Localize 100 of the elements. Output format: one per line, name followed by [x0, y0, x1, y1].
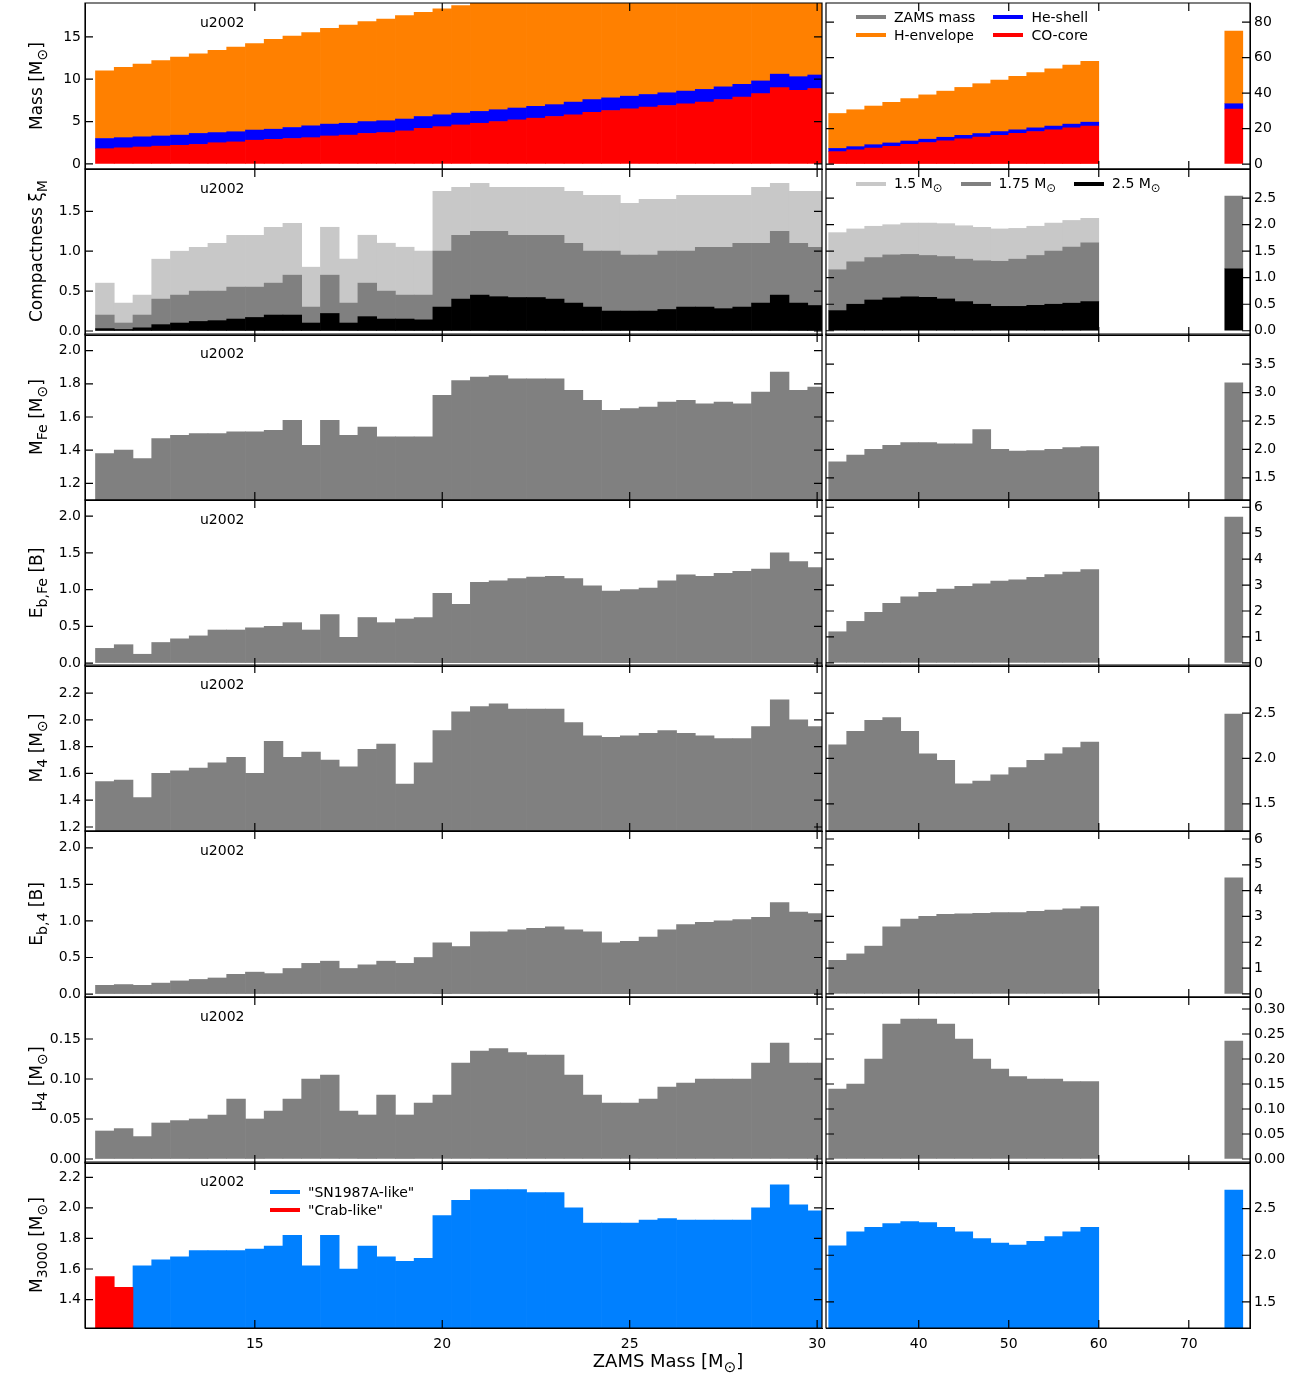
x-tick-label: 15 [245, 1335, 264, 1352]
y-tick-label: 1.5 [1254, 794, 1277, 811]
y-tick-label: 2.0 [1254, 749, 1277, 766]
annotation: u2002 [200, 1172, 245, 1189]
y-tick-label: 5 [72, 112, 81, 129]
y-tick-label: 1.0 [58, 580, 81, 597]
x-tick-label: 50 [999, 1335, 1018, 1352]
y-tick-label: 1.8 [58, 1229, 81, 1246]
y-tick-label: 2.0 [1254, 214, 1277, 231]
annotation: u2002 [200, 841, 245, 858]
y-tick-label: 0.05 [1254, 1124, 1286, 1141]
y-tick-label: 0 [1254, 154, 1263, 171]
y-tick-label: 0.0 [1254, 320, 1277, 337]
y-tick-label: 0.5 [1254, 294, 1277, 311]
y-tick-label: 2.0 [58, 506, 81, 523]
y-tick-label: 0 [1254, 653, 1263, 670]
y-tick-label: 0.05 [49, 1109, 81, 1126]
y-tick-label: 2.0 [58, 838, 81, 855]
y-tick-label: 0.0 [58, 653, 81, 670]
y-tick-label: 1.5 [58, 543, 81, 560]
y-tick-label: 1.4 [58, 441, 82, 458]
y-tick-label: 2.5 [1254, 411, 1277, 428]
legend-label: H-envelope [894, 27, 974, 43]
y-tick-label: 0.20 [1254, 1049, 1286, 1066]
y-tick-label: 0.5 [58, 281, 81, 298]
x-tick-label: 20 [433, 1335, 452, 1352]
y-tick-label: 0.15 [1254, 1074, 1286, 1091]
y-tick-label: 0.0 [58, 984, 81, 1001]
annotation: u2002 [200, 344, 245, 361]
y-tick-label: 0.00 [1254, 1149, 1286, 1166]
y-tick-label: 1.5 [1254, 1292, 1277, 1309]
y-tick-label: 3.0 [1254, 383, 1277, 400]
y-tick-label: 2 [1254, 601, 1263, 618]
y-tick-label: 2.5 [1254, 188, 1277, 205]
y-tick-label: 1.5 [58, 875, 81, 892]
y-tick-label: 1.0 [58, 911, 81, 928]
y-tick-label: 0.5 [58, 616, 81, 633]
y-tick-label: 0 [1254, 984, 1263, 1001]
x-axis-title: ZAMS Mass [M$_{⊙}$] [592, 1349, 744, 1376]
y-tick-label: 2.0 [1254, 440, 1277, 457]
annotation: u2002 [200, 179, 245, 196]
y-tick-label: 3 [1254, 575, 1263, 592]
y-tick-label: 4 [1254, 549, 1263, 566]
y-tick-label: 3.5 [1254, 354, 1277, 371]
y-tick-label: 2.5 [1254, 704, 1277, 721]
y-tick-label: 1.6 [58, 407, 82, 424]
x-tick-label: 70 [1179, 1335, 1198, 1352]
y-tick-label: 60 [1254, 48, 1272, 65]
y-tick-label: 1 [1254, 958, 1263, 975]
y-tick-label: 1.5 [1254, 241, 1277, 258]
y-tick-label: 10 [63, 69, 81, 86]
y-tick-label: 1.0 [58, 241, 81, 258]
y-tick-label: 0 [72, 154, 81, 171]
y-tick-label: 2.0 [58, 710, 81, 727]
legend-label: 2.5 M$_{⊙}$ [1112, 174, 1161, 195]
y-tick-label: 1.4 [58, 1290, 82, 1307]
annotation: u2002 [200, 510, 245, 527]
y-tick-label: 0.25 [1254, 1024, 1286, 1041]
y-tick-label: 3 [1254, 907, 1263, 924]
y-tick-label: 1.0 [1254, 267, 1277, 284]
y-tick-label: 1 [1254, 627, 1263, 644]
annotation: u2002 [200, 13, 245, 30]
legend-label: "Crab-like" [308, 1202, 383, 1219]
y-tick-label: 1.5 [58, 201, 81, 218]
y-tick-label: 4 [1254, 881, 1263, 898]
legend-label: 1.75 M$_{⊙}$ [998, 174, 1057, 195]
y-tick-label: 2.5 [1254, 1199, 1277, 1216]
y-tick-label: 5 [1254, 523, 1263, 540]
annotation: u2002 [200, 676, 245, 693]
y-tick-label: 15 [63, 27, 81, 44]
y-tick-label: 1.6 [58, 1259, 82, 1276]
y-tick-label: 1.8 [58, 374, 81, 391]
annotation: u2002 [200, 1007, 245, 1024]
y-tick-label: 0.15 [49, 1029, 81, 1046]
y-tick-label: 2.2 [58, 684, 81, 701]
legend-label: "SN1987A-like" [308, 1184, 415, 1201]
y-tick-label: 2.0 [1254, 1246, 1277, 1263]
y-tick-label: 2.2 [58, 1168, 81, 1185]
legend-label: He-shell [1031, 9, 1089, 25]
y-tick-label: 2.0 [58, 1198, 81, 1215]
x-tick-label: 25 [620, 1335, 639, 1352]
y-tick-label: 1.6 [58, 764, 82, 781]
y-tick-label: 0.10 [1254, 1099, 1286, 1116]
y-tick-label: 1.2 [58, 818, 81, 835]
y-tick-label: 0.0 [58, 321, 81, 338]
y-tick-label: 80 [1254, 12, 1272, 29]
x-tick-label: 60 [1089, 1335, 1108, 1352]
x-tick-label: 40 [909, 1335, 928, 1352]
y-tick-label: 1.5 [1254, 468, 1277, 485]
y-tick-label: 2.0 [58, 341, 81, 358]
legend-label: CO-core [1031, 27, 1088, 43]
legend-label: 1.5 M$_{⊙}$ [894, 174, 943, 195]
y-tick-label: 6 [1254, 829, 1263, 846]
x-tick-label: 30 [808, 1335, 827, 1352]
y-tick-label: 0.10 [49, 1069, 81, 1086]
y-tick-label: 1.4 [58, 791, 82, 808]
y-tick-label: 6 [1254, 497, 1263, 514]
y-tick-label: 20 [1254, 119, 1272, 136]
y-tick-label: 0.00 [49, 1149, 81, 1166]
y-tick-label: 1.8 [58, 737, 81, 754]
